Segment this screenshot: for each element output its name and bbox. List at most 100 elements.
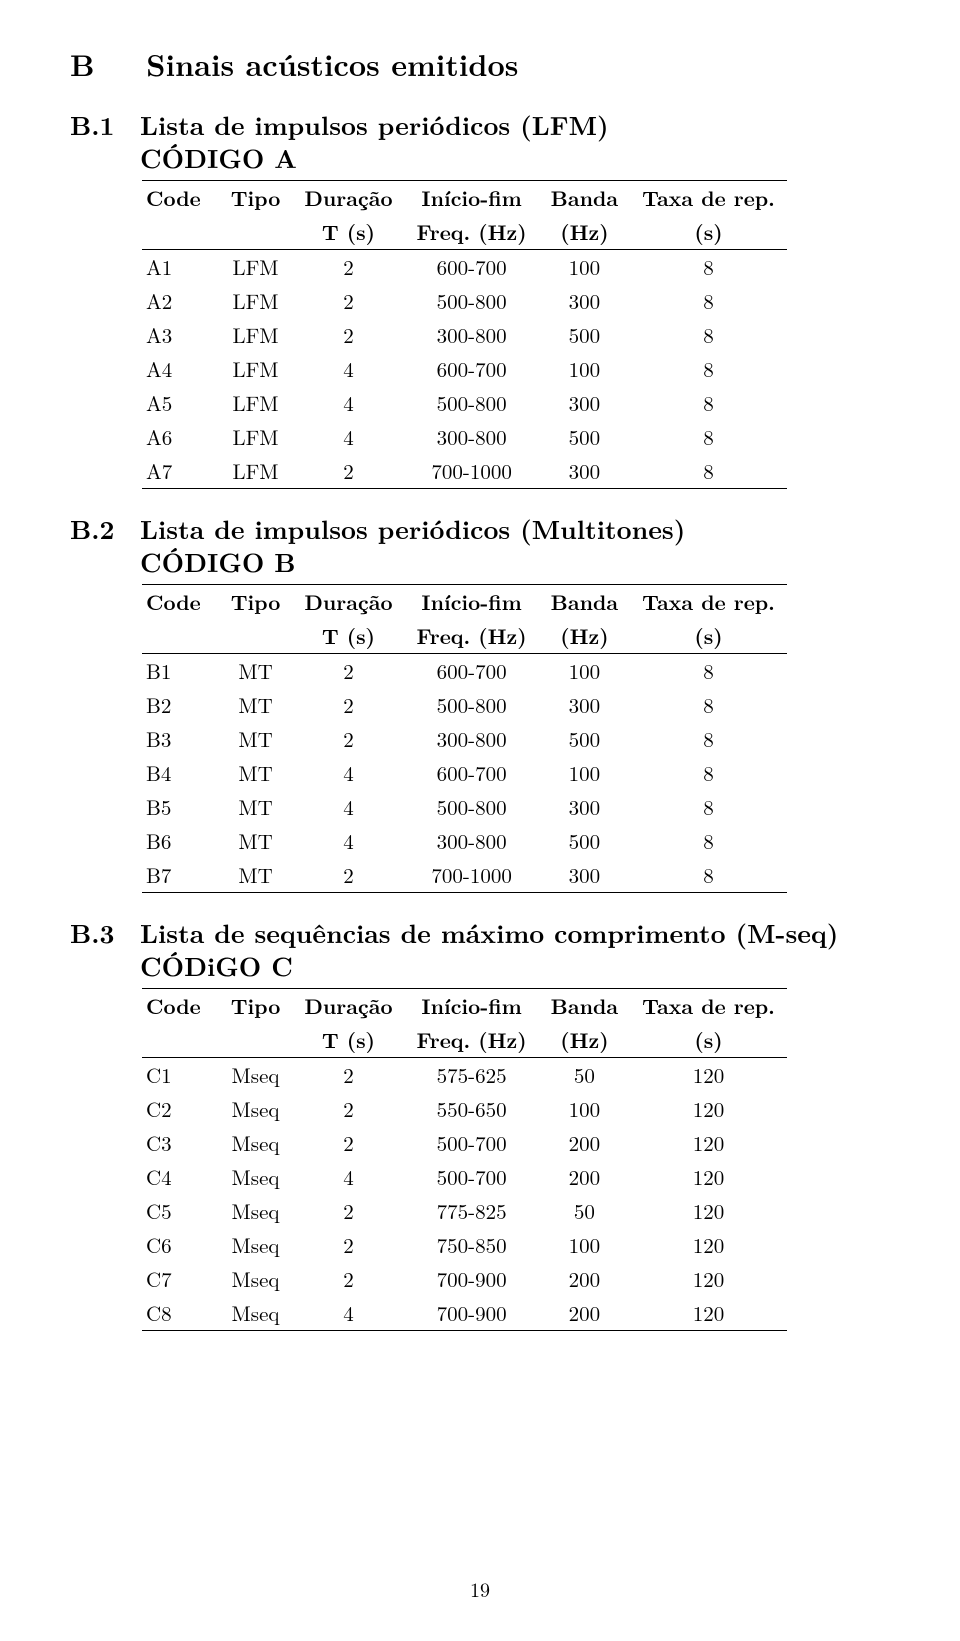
col-subheader: (Hz) bbox=[539, 619, 631, 654]
table-cell: Mseq bbox=[219, 1296, 293, 1331]
table-cell: 2 bbox=[292, 250, 404, 285]
table-cell: 2 bbox=[292, 654, 404, 689]
table-cell: 120 bbox=[630, 1126, 787, 1160]
table-cell: 600-700 bbox=[405, 352, 539, 386]
table-row: C1Mseq2575-62550120 bbox=[142, 1058, 787, 1093]
table-cell: 100 bbox=[539, 756, 631, 790]
appendix-label: B bbox=[70, 42, 95, 85]
table-cell: 8 bbox=[630, 858, 787, 893]
col-header: Taxa de rep. bbox=[630, 585, 787, 620]
table-cell: 50 bbox=[539, 1194, 631, 1228]
table-cell: 8 bbox=[630, 420, 787, 454]
table-cell: 300 bbox=[539, 858, 631, 893]
table-cell: B1 bbox=[142, 654, 219, 689]
table-row: B4MT4600-7001008 bbox=[142, 756, 787, 790]
table-row: C7Mseq2700-900200120 bbox=[142, 1262, 787, 1296]
table-cell: Mseq bbox=[219, 1126, 293, 1160]
table-cell: 120 bbox=[630, 1058, 787, 1093]
table-cell: 700-1000 bbox=[405, 858, 539, 893]
col-header: Início-fim bbox=[405, 585, 539, 620]
col-subheader bbox=[142, 1023, 219, 1058]
table-body: C1Mseq2575-62550120C2Mseq2550-650100120C… bbox=[142, 1058, 787, 1331]
table-cell: 8 bbox=[630, 386, 787, 420]
table-cell: 120 bbox=[630, 1228, 787, 1262]
table-subheader-row: T (s) Freq. (Hz) (Hz) (s) bbox=[142, 215, 787, 250]
table-cell: 100 bbox=[539, 352, 631, 386]
col-subheader bbox=[219, 619, 293, 654]
table-cell: Mseq bbox=[219, 1160, 293, 1194]
table-cell: A2 bbox=[142, 284, 219, 318]
table-cell: 4 bbox=[292, 756, 404, 790]
table-cell: 300 bbox=[539, 454, 631, 489]
col-header: Tipo bbox=[219, 585, 293, 620]
table-cell: 575-625 bbox=[405, 1058, 539, 1093]
table-row: A2LFM2500-8003008 bbox=[142, 284, 787, 318]
table-cell: C3 bbox=[142, 1126, 219, 1160]
table-cell: 300 bbox=[539, 688, 631, 722]
table-subheader-row: T (s) Freq. (Hz) (Hz) (s) bbox=[142, 619, 787, 654]
table-row: B2MT2500-8003008 bbox=[142, 688, 787, 722]
table-cell: 8 bbox=[630, 318, 787, 352]
table-codigo-a: Code Tipo Duração Início-fim Banda Taxa … bbox=[142, 180, 787, 489]
table-header-row: Code Tipo Duração Início-fim Banda Taxa … bbox=[142, 181, 787, 216]
col-subheader bbox=[142, 619, 219, 654]
section-subtitle: CÓDIGO B bbox=[140, 546, 890, 579]
table-cell: 2 bbox=[292, 454, 404, 489]
table-codigo-c: Code Tipo Duração Início-fim Banda Taxa … bbox=[142, 988, 787, 1331]
col-subheader bbox=[219, 215, 293, 250]
col-subheader: (Hz) bbox=[539, 1023, 631, 1058]
col-header: Tipo bbox=[219, 181, 293, 216]
table-row: A3LFM2300-8005008 bbox=[142, 318, 787, 352]
table-cell: 300-800 bbox=[405, 420, 539, 454]
col-subheader: T (s) bbox=[292, 1023, 404, 1058]
table-row: B7MT2700-10003008 bbox=[142, 858, 787, 893]
table-cell: LFM bbox=[219, 250, 293, 285]
table-cell: 4 bbox=[292, 1160, 404, 1194]
table-cell: B7 bbox=[142, 858, 219, 893]
table-cell: 2 bbox=[292, 1262, 404, 1296]
col-header: Taxa de rep. bbox=[630, 989, 787, 1024]
col-header: Banda bbox=[539, 181, 631, 216]
table-cell: A7 bbox=[142, 454, 219, 489]
col-header: Code bbox=[142, 989, 219, 1024]
table-cell: 200 bbox=[539, 1262, 631, 1296]
table-header-row: Code Tipo Duração Início-fim Banda Taxa … bbox=[142, 585, 787, 620]
table-row: A4LFM4600-7001008 bbox=[142, 352, 787, 386]
section-subtitle: CÓDIGO A bbox=[140, 142, 890, 175]
table-cell: 500 bbox=[539, 722, 631, 756]
table-cell: 300-800 bbox=[405, 824, 539, 858]
col-subheader bbox=[219, 1023, 293, 1058]
section-heading-b2: B.2Lista de impulsos periódicos (Multito… bbox=[70, 513, 890, 578]
col-subheader bbox=[142, 215, 219, 250]
col-header: Banda bbox=[539, 585, 631, 620]
table-cell: 200 bbox=[539, 1126, 631, 1160]
table-header-row: Code Tipo Duração Início-fim Banda Taxa … bbox=[142, 989, 787, 1024]
table-cell: MT bbox=[219, 824, 293, 858]
col-header: Duração bbox=[292, 585, 404, 620]
col-header: Code bbox=[142, 181, 219, 216]
appendix-title-text: Sinais acústicos emitidos bbox=[146, 42, 518, 85]
table-cell: 8 bbox=[630, 250, 787, 285]
table-cell: B3 bbox=[142, 722, 219, 756]
table-cell: C1 bbox=[142, 1058, 219, 1093]
section-title: Lista de impulsos periódicos (LFM) bbox=[140, 106, 609, 143]
section-heading-b1: B.1Lista de impulsos periódicos (LFM) CÓ… bbox=[70, 109, 890, 174]
table-cell: 8 bbox=[630, 352, 787, 386]
table-cell: C8 bbox=[142, 1296, 219, 1331]
table-row: B5MT4500-8003008 bbox=[142, 790, 787, 824]
table-cell: 4 bbox=[292, 420, 404, 454]
section-title: Lista de impulsos periódicos (Multitones… bbox=[140, 510, 685, 547]
table-cell: 200 bbox=[539, 1160, 631, 1194]
table-cell: C6 bbox=[142, 1228, 219, 1262]
table-cell: A3 bbox=[142, 318, 219, 352]
table-cell: LFM bbox=[219, 352, 293, 386]
col-subheader: Freq. (Hz) bbox=[405, 619, 539, 654]
table-cell: LFM bbox=[219, 284, 293, 318]
table-cell: 8 bbox=[630, 688, 787, 722]
table-cell: 600-700 bbox=[405, 654, 539, 689]
col-subheader: (s) bbox=[630, 215, 787, 250]
table-cell: B5 bbox=[142, 790, 219, 824]
table-cell: 100 bbox=[539, 250, 631, 285]
table-cell: 300-800 bbox=[405, 722, 539, 756]
table-cell: 2 bbox=[292, 1126, 404, 1160]
